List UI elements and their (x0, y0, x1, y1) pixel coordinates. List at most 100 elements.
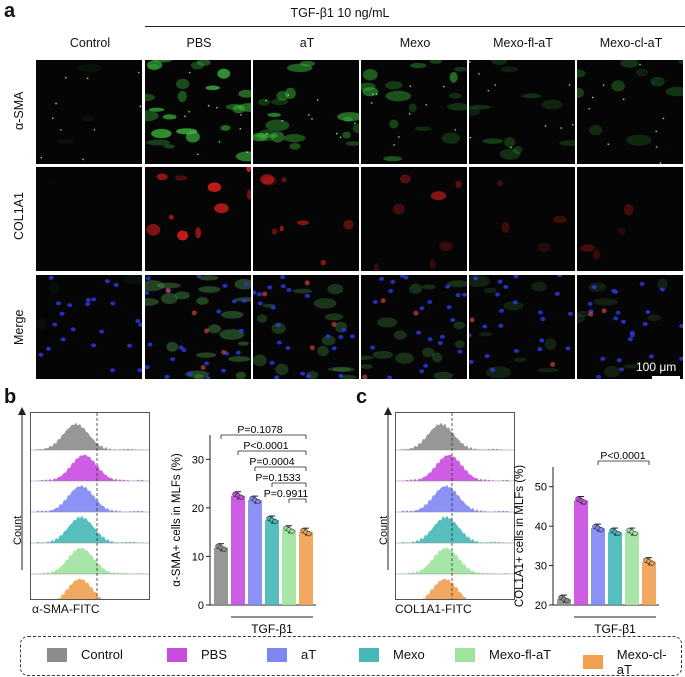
data-point (306, 531, 312, 537)
micrograph-tile (361, 275, 467, 379)
row-label: COL1A1 (12, 192, 26, 240)
micrograph-tile (36, 167, 142, 271)
micrograph-tile (469, 167, 575, 271)
y-tick-label: 30 (192, 454, 204, 466)
micrograph-tile (253, 275, 359, 379)
histogram-peak (401, 547, 509, 574)
histogram-peak (401, 515, 509, 543)
p-value-label: P<0.0001 (600, 450, 645, 462)
group-label: TGF-β1 (594, 622, 636, 636)
micrograph-tile (361, 167, 467, 271)
bar (214, 547, 228, 605)
hist-b-xlabel: α-SMA-FITC (32, 602, 100, 616)
histogram-c (395, 412, 515, 600)
bar (299, 532, 313, 605)
bar-chart-b: 0 10 20 30 α-SMA+ cells in MLFs (%) TGF-β1 P=0… (171, 424, 316, 636)
y-axis-label: COL1A1+ cells in MLFs (%) (514, 465, 526, 607)
micrograph-tile (145, 167, 251, 271)
micrograph-tile (145, 60, 251, 164)
p-value-label: P=0.1533 (255, 472, 300, 484)
micrograph-tile (469, 60, 575, 164)
histogram-peak (401, 422, 509, 450)
histogram-peak (36, 422, 144, 450)
legend-label: Mexo-cl-aT (616, 647, 667, 677)
scale-bar-label: 100 μm (636, 360, 677, 374)
y-tick-label: 10 (192, 551, 204, 563)
bar-chart-c: 20 30 40 50 COL1A1+ cells in MLFs (%) TGF-β1 P… (514, 450, 659, 636)
micrograph-tile (36, 275, 142, 379)
hist-c-xlabel: COL1A1-FITC (395, 602, 472, 616)
micrograph-tile (253, 60, 359, 164)
histogram-b (30, 412, 150, 600)
histogram-peak (401, 485, 509, 512)
legend-item: aT (267, 647, 316, 662)
legend-label: Mexo-fl-aT (489, 647, 552, 662)
histogram-peak (401, 454, 509, 481)
p-value-label: P=0.1078 (237, 424, 282, 436)
legend-label: Control (81, 647, 123, 662)
legend-label: aT (301, 647, 317, 662)
panel-b-letter: b (4, 386, 17, 408)
data-point (581, 499, 587, 505)
data-point (221, 546, 227, 552)
group-label: TGF-β1 (251, 622, 293, 636)
legend-swatch (47, 647, 67, 662)
bar (231, 495, 245, 605)
micrograph-tile (469, 275, 575, 379)
histogram-peak (36, 515, 144, 543)
column-label: PBS (186, 36, 212, 50)
legend-item: PBS (167, 647, 227, 662)
bar (625, 532, 639, 605)
micrograph-tile (253, 167, 359, 271)
data-point (289, 528, 295, 534)
legend-swatch (359, 647, 379, 662)
data-point (649, 560, 655, 566)
legend-swatch (267, 647, 287, 662)
legend-label: Mexo (393, 647, 425, 662)
scale-bar (652, 376, 680, 379)
y-tick-label: 0 (198, 600, 204, 612)
column-label: Mexo-cl-aT (599, 36, 663, 50)
data-point (272, 518, 278, 525)
data-point (238, 494, 244, 500)
y-tick-label: 30 (535, 561, 547, 573)
y-tick-label: 50 (535, 482, 547, 494)
hist-c-axis (384, 407, 392, 570)
hist-b-ylabel: Count (12, 515, 24, 545)
legend-item: Control (47, 647, 123, 662)
panel-c-letter: c (356, 386, 368, 408)
legend-swatch (167, 647, 187, 662)
bar (608, 532, 622, 605)
p-value-label: P=0.9911 (264, 488, 309, 500)
y-tick-label: 20 (192, 503, 204, 515)
legend-label: PBS (201, 647, 228, 662)
legend-item: Mexo (359, 647, 425, 662)
histogram-peak (57, 578, 102, 599)
micrograph-tile (577, 60, 683, 164)
bar (574, 500, 588, 605)
histogram-peak (422, 578, 467, 599)
column-label: Control (69, 36, 111, 50)
p-value-label: P=0.0004 (249, 456, 294, 468)
data-point (615, 530, 621, 537)
bar (642, 561, 656, 605)
micrograph-tile (36, 60, 142, 164)
column-label: aT (299, 36, 315, 50)
data-point (255, 498, 261, 505)
legend-item: Mexo-cl-aT (583, 647, 681, 677)
histogram-peak (36, 454, 144, 481)
hist-b-axis (18, 407, 26, 570)
micrograph-tile (577, 167, 683, 271)
row-label: α-SMA (12, 91, 26, 130)
bar (248, 500, 262, 605)
row-label: Merge (12, 309, 26, 345)
legend-item: Mexo-fl-aT (455, 647, 551, 662)
histogram-peak (36, 547, 144, 574)
data-point (598, 527, 604, 533)
y-axis-label: α-SMA+ cells in MLFs (%) (171, 453, 183, 587)
y-tick-label: 20 (535, 600, 547, 612)
legend-swatch (455, 647, 475, 662)
bar (591, 528, 605, 605)
legend-swatch (583, 655, 603, 669)
histogram-peak (36, 485, 144, 512)
